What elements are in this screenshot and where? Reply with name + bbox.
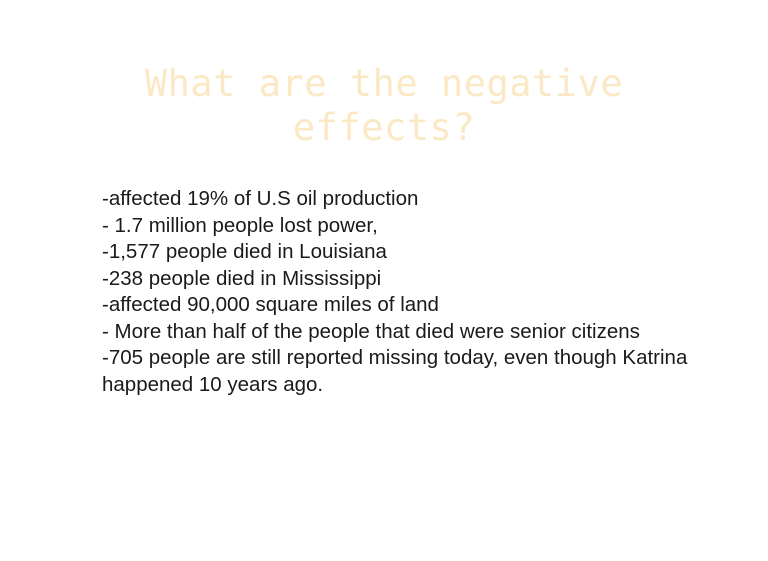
bullet-item: -705 people are still reported missing t… xyxy=(102,346,688,396)
bullet-item: -affected 19% of U.S oil production xyxy=(102,187,419,210)
bullet-item: -238 people died in Mississippi xyxy=(102,266,382,290)
slide-title: What are the negative effects? xyxy=(60,62,708,150)
slide-title-line-1: What are the negative xyxy=(144,62,624,105)
slide-bullet-list: -affected 19% of U.S oil production - 1.… xyxy=(102,186,742,398)
bullet-item: - 1.7 million people lost power, xyxy=(102,213,378,237)
slide-title-line-2: effects? xyxy=(292,106,476,149)
bullet-item: -1,577 people died in Louisiana xyxy=(102,240,387,263)
bullet-item: - More than half of the people that died… xyxy=(102,319,640,343)
bullet-item: -affected 90,000 square miles of land xyxy=(102,293,439,316)
